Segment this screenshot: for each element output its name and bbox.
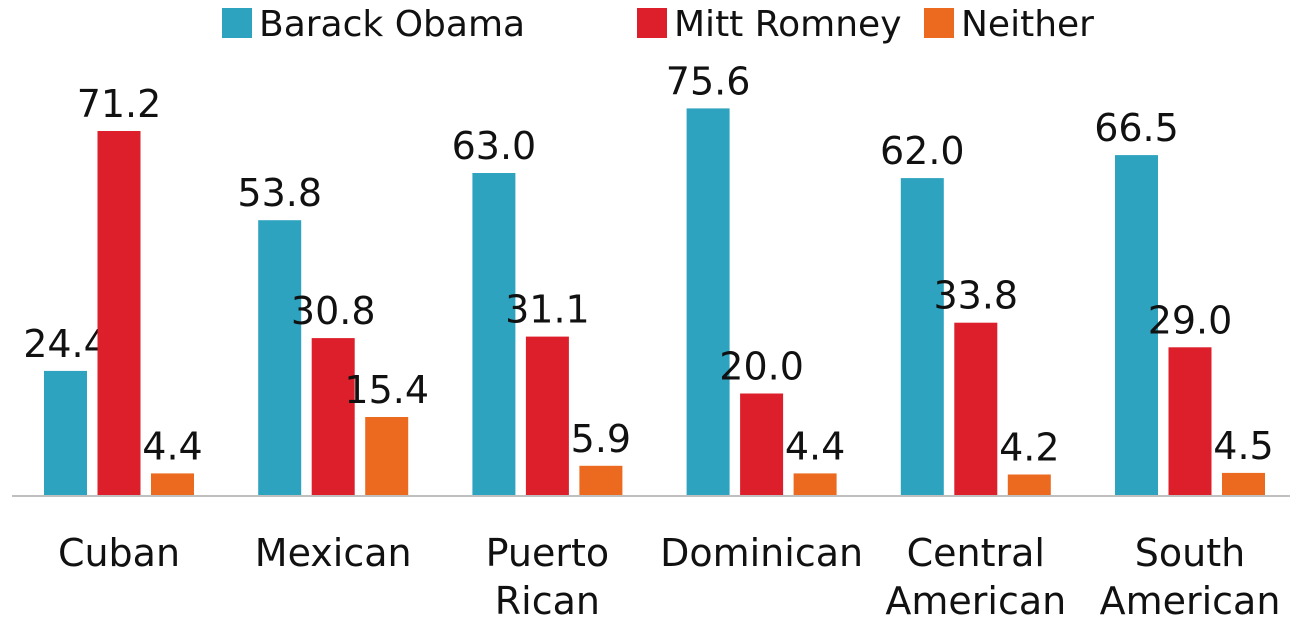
category-label-south-american-line-2: American xyxy=(1100,579,1281,622)
data-label-barack-obama-south-american: 66.5 xyxy=(1094,106,1179,150)
data-label-mitt-romney-cuban: 71.2 xyxy=(77,82,162,126)
bar-neither-mexican xyxy=(365,417,409,496)
bar-neither-cuban xyxy=(151,473,194,496)
data-label-mitt-romney-puerto-rican: 31.1 xyxy=(505,288,590,332)
data-label-barack-obama-puerto-rican: 63.0 xyxy=(452,124,537,168)
legend-label-barack-obama: Barack Obama xyxy=(259,4,525,45)
bar-barack-obama-central-american xyxy=(900,178,944,496)
legend-label-mitt-romney: Mitt Romney xyxy=(674,4,902,45)
category-label-central-american-line-2: American xyxy=(885,579,1066,622)
bar-neither-south-american xyxy=(1222,472,1265,496)
category-label-puerto-rican-line-2: Rican xyxy=(495,579,600,622)
data-label-barack-obama-central-american: 62.0 xyxy=(880,129,965,173)
bar-barack-obama-puerto-rican xyxy=(472,173,516,496)
bar-mitt-romney-puerto-rican xyxy=(525,336,569,496)
chart-legend: Barack Obama Mitt Romney Neither xyxy=(222,4,1094,45)
data-label-neither-south-american: 4.5 xyxy=(1213,424,1273,468)
bar-neither-dominican xyxy=(793,473,837,496)
data-label-neither-cuban: 4.4 xyxy=(142,424,202,468)
bar-barack-obama-dominican xyxy=(686,108,730,497)
data-label-barack-obama-dominican: 75.6 xyxy=(666,59,751,103)
data-label-neither-central-american: 4.2 xyxy=(999,426,1059,470)
bar-neither-puerto-rican xyxy=(579,465,623,496)
data-label-mitt-romney-central-american: 33.8 xyxy=(933,274,1018,318)
bar-mitt-romney-central-american xyxy=(954,322,998,496)
bar-barack-obama-south-american xyxy=(1115,155,1158,496)
legend-swatch-mitt-romney xyxy=(637,8,667,38)
bar-neither-central-american xyxy=(1007,474,1051,496)
data-label-barack-obama-cuban: 24.4 xyxy=(23,322,108,366)
data-label-neither-mexican: 15.4 xyxy=(344,368,429,412)
data-label-mitt-romney-mexican: 30.8 xyxy=(291,289,376,333)
bar-mitt-romney-mexican xyxy=(311,338,355,496)
category-label-south-american-line-1: South xyxy=(1135,531,1245,575)
data-label-barack-obama-mexican: 53.8 xyxy=(237,171,322,215)
chart-bars: 24.4 71.2 4.4 53.8 30.8 15.4 63.0 31.1 5.9 75.6 20… xyxy=(23,59,1274,497)
bar-mitt-romney-cuban xyxy=(97,131,141,496)
bar-mitt-romney-south-american xyxy=(1168,347,1212,496)
category-label-cuban: Cuban xyxy=(58,531,180,575)
legend-label-neither: Neither xyxy=(961,4,1094,45)
legend-swatch-barack-obama xyxy=(222,8,252,38)
data-label-neither-puerto-rican: 5.9 xyxy=(571,417,631,461)
category-label-dominican: Dominican xyxy=(660,531,863,575)
bar-barack-obama-mexican xyxy=(258,220,302,496)
bar-barack-obama-cuban xyxy=(44,370,87,496)
category-label-puerto-rican-line-1: Puerto xyxy=(486,531,609,575)
data-label-mitt-romney-south-american: 29.0 xyxy=(1148,298,1233,342)
data-label-neither-dominican: 4.4 xyxy=(785,424,845,468)
category-label-mexican: Mexican xyxy=(255,531,412,575)
category-label-central-american-line-1: Central xyxy=(907,531,1045,575)
legend-swatch-neither xyxy=(924,8,954,38)
data-label-mitt-romney-dominican: 20.0 xyxy=(719,345,804,389)
bar-mitt-romney-dominican xyxy=(740,393,784,496)
